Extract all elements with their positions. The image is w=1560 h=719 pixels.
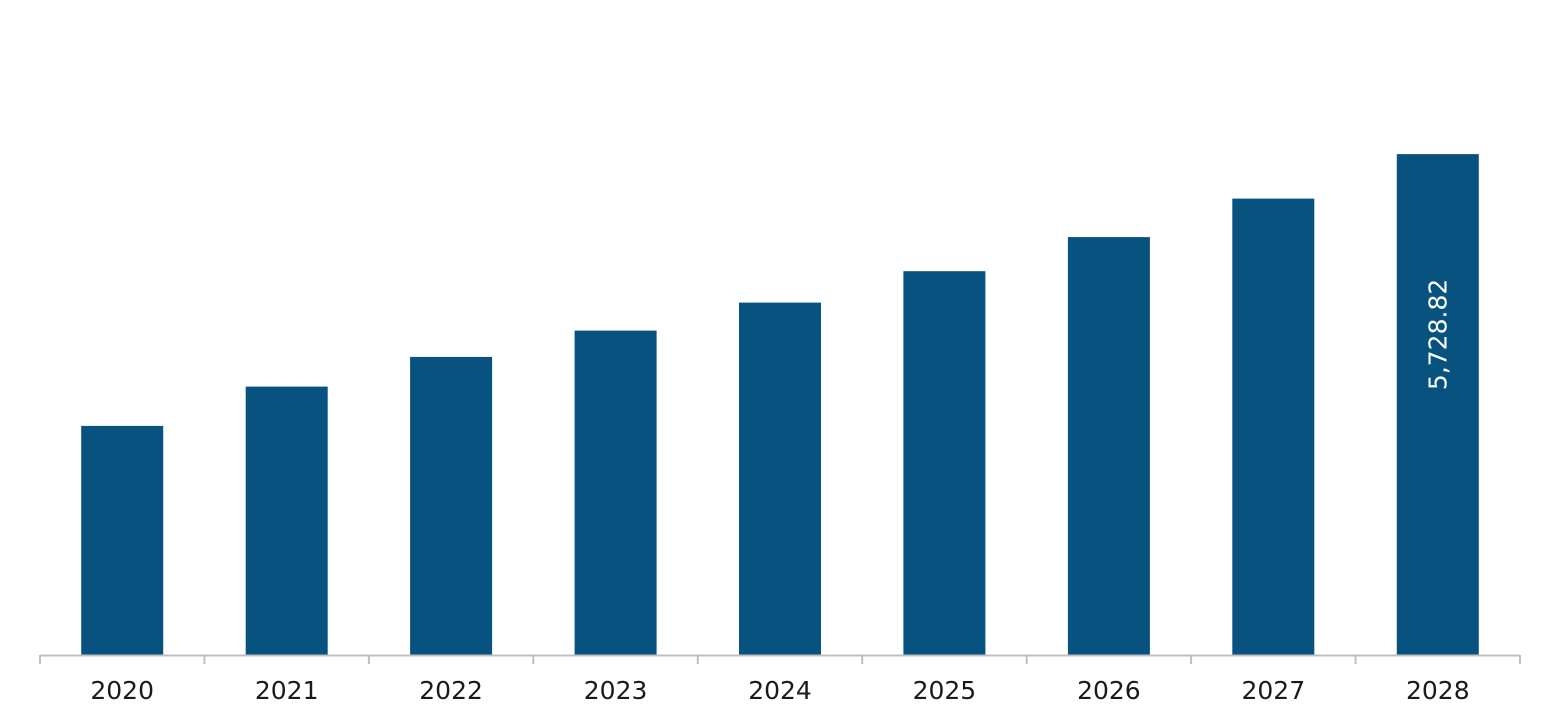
x-tick-label-2024: 2024	[748, 676, 812, 705]
x-tick-label-2021: 2021	[255, 676, 319, 705]
bar-2024	[739, 302, 821, 655]
x-tick-label-2023: 2023	[584, 676, 648, 705]
bar-2023	[574, 330, 657, 655]
bar-2027	[1232, 198, 1315, 655]
bar-2026	[1067, 237, 1150, 655]
x-tick-label-2028: 2028	[1406, 676, 1470, 705]
bar-2028	[1396, 154, 1479, 655]
bar-2020	[81, 425, 164, 655]
x-tick-label-2026: 2026	[1077, 676, 1141, 705]
x-tick-label-2022: 2022	[419, 676, 483, 705]
bars-group	[81, 154, 1479, 655]
data-labels-group: 5,728.82	[1423, 279, 1452, 390]
bar-2025	[903, 271, 986, 655]
x-tick-label-2020: 2020	[90, 676, 154, 705]
x-axis: 2020 2021 2022 2023 2024 2025 2026 2027 2028	[39, 654, 1521, 705]
bar-2022	[410, 356, 493, 655]
bar-2021	[245, 386, 328, 655]
data-label-2028: 5,728.82	[1423, 279, 1452, 390]
x-tick-label-2027: 2027	[1241, 676, 1305, 705]
x-tick-label-2025: 2025	[913, 676, 977, 705]
